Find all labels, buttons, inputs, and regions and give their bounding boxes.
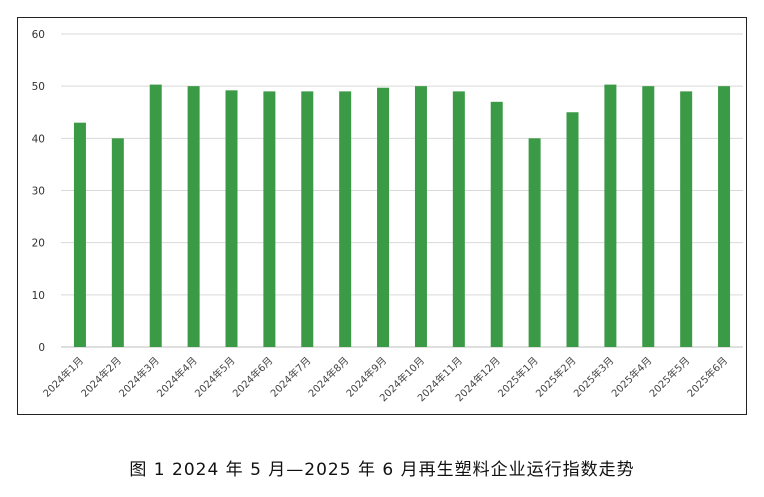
bar (566, 112, 579, 347)
bar (642, 86, 655, 348)
bar (339, 91, 352, 347)
y-tick-label: 20 (32, 238, 45, 250)
bar (225, 90, 238, 347)
x-tick-label: 2025年6月 (684, 354, 730, 400)
bar (680, 91, 693, 347)
bar (718, 86, 731, 348)
bar (187, 86, 200, 348)
bar (149, 84, 162, 347)
bar (528, 138, 541, 347)
bar (490, 101, 503, 347)
y-tick-label: 10 (32, 290, 45, 302)
bar (377, 87, 390, 348)
y-tick-label: 50 (32, 81, 45, 93)
figure-caption: 图 1 2024 年 5 月—2025 年 6 月再生塑料企业运行指数走势 (129, 460, 635, 480)
y-tick-label: 60 (32, 29, 45, 41)
bar (414, 86, 427, 348)
chart-frame: 0 10 20 30 40 50 60 2024年1月 2024年2月 2024年3月 2024年4… (17, 17, 747, 415)
bar (301, 91, 314, 347)
bar (263, 91, 276, 347)
y-tick-label: 0 (38, 342, 45, 354)
y-tick-label: 30 (32, 186, 45, 198)
y-tick-label: 40 (32, 133, 45, 145)
bar (111, 138, 124, 347)
bar-chart: 01020304050602024年1月2024年2月2024年3月2024年4… (32, 29, 743, 404)
bar (452, 91, 465, 347)
bar (604, 84, 617, 347)
bar (73, 122, 86, 347)
